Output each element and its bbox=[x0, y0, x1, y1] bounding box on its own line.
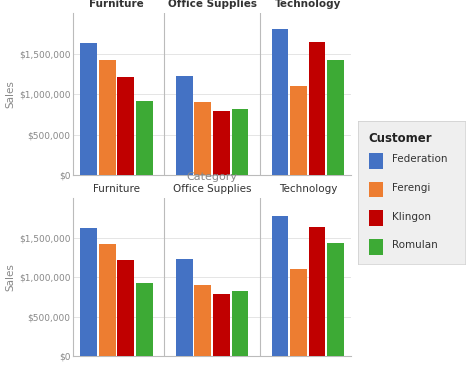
Bar bbox=[213, 294, 230, 356]
Bar bbox=[194, 103, 211, 175]
Text: Ferengi: Ferengi bbox=[392, 183, 430, 193]
Bar bbox=[176, 76, 192, 175]
Bar bbox=[213, 111, 230, 175]
Text: Customer: Customer bbox=[369, 132, 432, 145]
Bar bbox=[176, 259, 192, 356]
Y-axis label: Sales: Sales bbox=[5, 80, 15, 108]
X-axis label: Category: Category bbox=[187, 172, 237, 182]
FancyBboxPatch shape bbox=[369, 210, 383, 226]
Bar bbox=[290, 269, 307, 356]
Bar bbox=[99, 60, 116, 175]
Text: Romulan: Romulan bbox=[392, 240, 438, 250]
FancyBboxPatch shape bbox=[369, 239, 383, 254]
Y-axis label: Sales: Sales bbox=[5, 263, 15, 291]
Text: Klingon: Klingon bbox=[392, 211, 431, 222]
Bar bbox=[232, 291, 248, 356]
Bar bbox=[309, 227, 326, 356]
Bar bbox=[136, 101, 153, 175]
Bar bbox=[272, 216, 288, 356]
Bar bbox=[118, 261, 134, 356]
Bar bbox=[232, 109, 248, 175]
Bar bbox=[194, 285, 211, 356]
Bar bbox=[290, 86, 307, 175]
Bar bbox=[327, 60, 344, 175]
FancyBboxPatch shape bbox=[369, 153, 383, 169]
Bar bbox=[118, 77, 134, 175]
Bar bbox=[136, 284, 153, 356]
Bar bbox=[80, 43, 97, 175]
Bar bbox=[327, 243, 344, 356]
FancyBboxPatch shape bbox=[369, 182, 383, 197]
Text: Federation: Federation bbox=[392, 154, 447, 164]
Bar bbox=[99, 244, 116, 356]
Bar bbox=[309, 42, 326, 175]
Bar bbox=[80, 228, 97, 356]
Bar bbox=[272, 29, 288, 175]
